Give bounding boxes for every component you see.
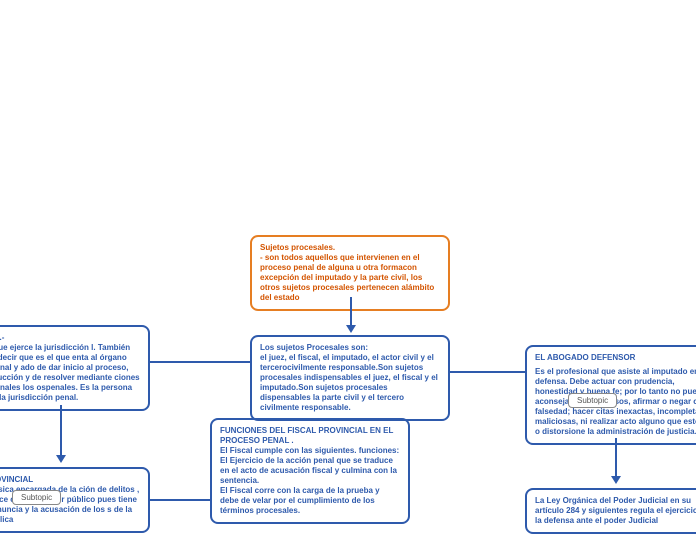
node-funciones: FUNCIONES DEL FISCAL PROVINCIAL EN EL PR… [210,418,410,524]
node-lossujetos-title: Los sujetos Procesales son: [260,343,440,353]
node-lossujetos: Los sujetos Procesales son: el juez, el … [250,335,450,421]
connector-left [150,360,250,364]
arrow-juez-fiscal [55,405,67,465]
connector-right [450,370,526,374]
node-sujetos: Sujetos procesales. - son todos aquellos… [250,235,450,311]
node-abogado-title: EL ABOGADO DEFENSOR [535,353,696,363]
node-sujetos-body: - son todos aquellos que intervienen en … [260,253,440,303]
node-ley-body: La Ley Orgánica del Poder Judicial en su… [535,496,696,526]
node-juez-body: persona que ejerce la jurisdicción l. Ta… [0,343,140,403]
node-funciones-title: FUNCIONES DEL FISCAL PROVINCIAL EN EL PR… [220,426,400,446]
node-fiscal-title: SCAL PROVINCIAL [0,475,140,485]
node-funciones-body: El Fiscal cumple con las siguientes. fun… [220,446,400,516]
node-sujetos-title: Sujetos procesales. [260,243,440,253]
subtopic-button-1[interactable]: Subtopic [12,490,61,505]
node-juez-title: EZ PENAL.- [0,333,140,343]
subtopic-button-2[interactable]: Subtopic [568,393,617,408]
node-lossujetos-body: el juez, el fiscal, el imputado, el acto… [260,353,440,413]
connector-fiscal-funciones [150,498,210,502]
node-ley: La Ley Orgánica del Poder Judicial en su… [525,488,696,534]
arrow-abogado-ley [610,438,622,486]
node-juez: EZ PENAL.- persona que ejerce la jurisdi… [0,325,150,411]
